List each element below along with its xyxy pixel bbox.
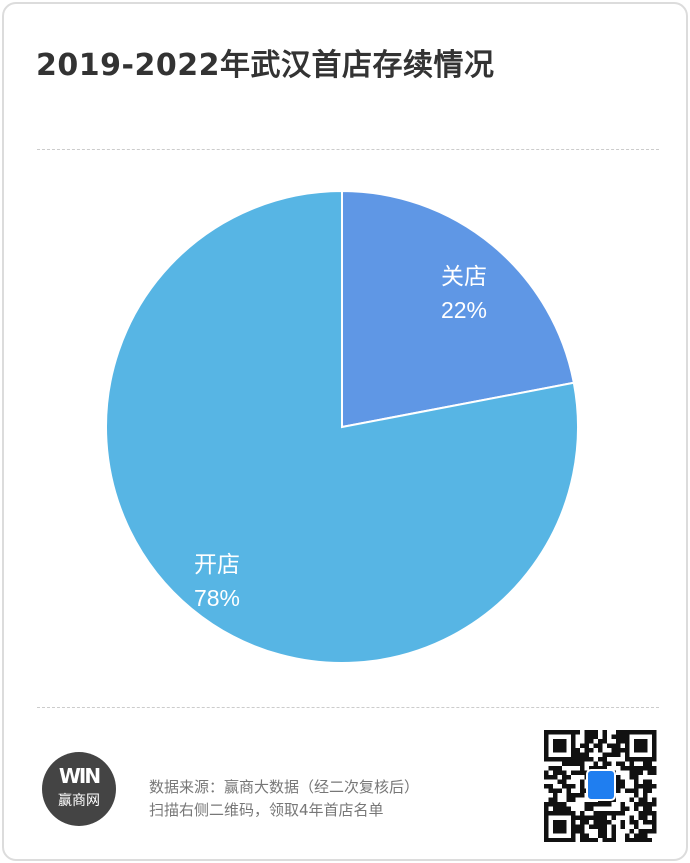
chart-title: 2019-2022年武汉首店存续情况 xyxy=(36,48,495,83)
source-note: 数据来源：赢商大数据（经二次复核后） 扫描右侧二维码，领取4年首店名单 xyxy=(149,776,419,822)
pie-slice-2 xyxy=(105,189,579,664)
source-line: 数据来源：赢商大数据（经二次复核后） xyxy=(149,778,420,796)
slice-label: 关店 xyxy=(441,263,487,289)
slice-value-label: 22% xyxy=(441,297,487,323)
slice-value-label: 78% xyxy=(194,585,240,611)
pie-slice-1 xyxy=(341,189,575,429)
slice-label: 开店 xyxy=(194,551,240,577)
qr-logo-badge xyxy=(586,769,616,801)
qr-code[interactable] xyxy=(544,730,660,842)
logo-mark: WIN xyxy=(58,764,101,788)
pie-chart: 关店 22% 开店 78% xyxy=(105,189,579,664)
winshang-logo: WIN 赢商网 xyxy=(42,752,116,826)
cta-line: 扫描右侧二维码，领取4年首店名单 xyxy=(149,801,384,819)
divider xyxy=(37,707,659,708)
divider xyxy=(37,149,659,150)
logo-name: 赢商网 xyxy=(58,793,100,809)
